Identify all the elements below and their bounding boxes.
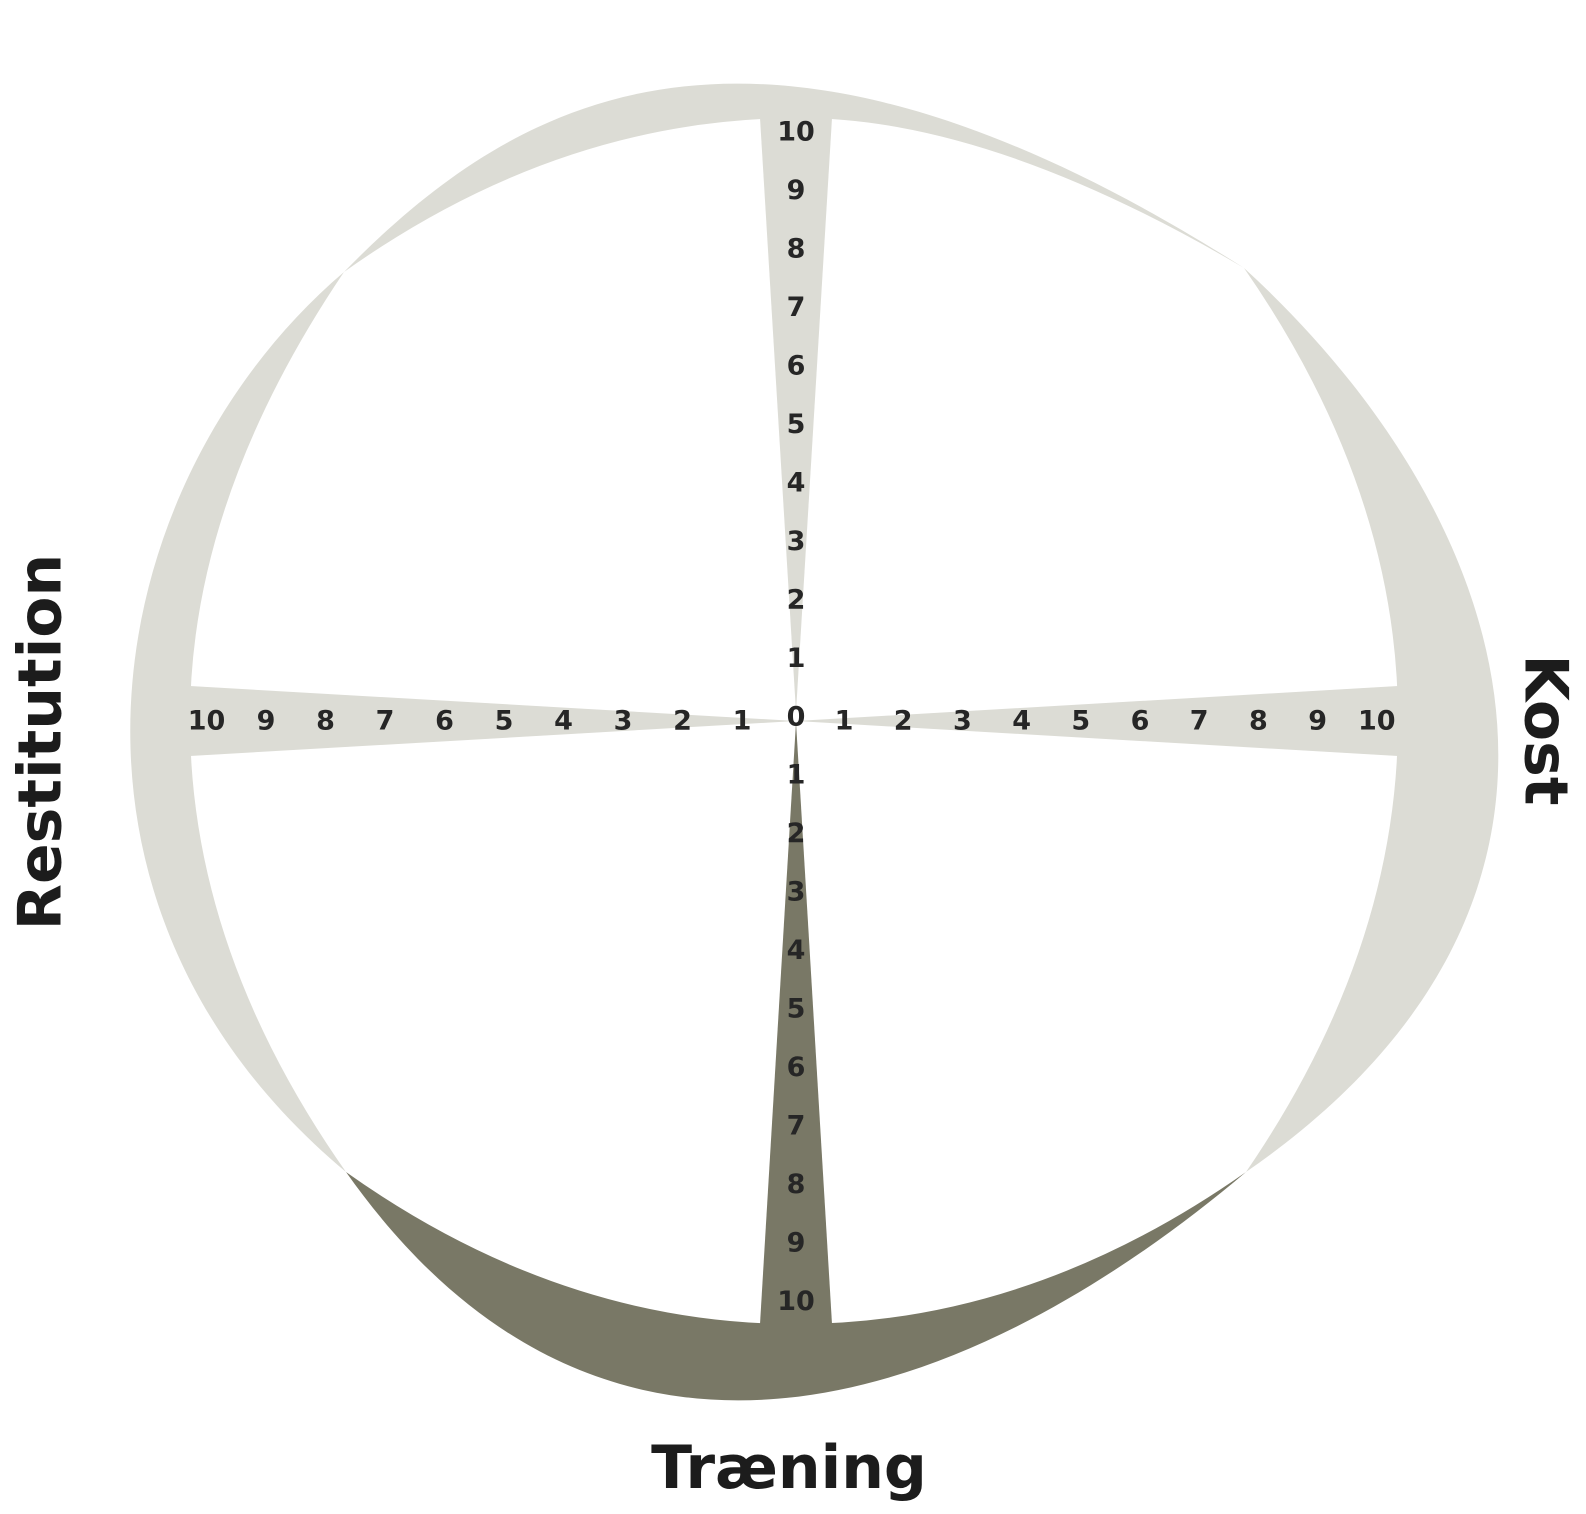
tick-left-7: 7 — [376, 706, 395, 737]
tick-right-7: 7 — [1190, 706, 1209, 737]
left-scale-ticks: 1 2 3 4 5 6 7 8 9 10 — [188, 706, 752, 737]
tick-top-9: 9 — [787, 175, 806, 206]
tick-right-1: 1 — [835, 706, 854, 737]
tick-right-4: 4 — [1012, 706, 1031, 737]
tick-right-5: 5 — [1071, 706, 1090, 737]
tick-top-6: 6 — [787, 351, 806, 382]
tick-bottom-3: 3 — [787, 877, 806, 908]
tick-bottom-4: 4 — [787, 935, 806, 966]
tick-bottom-2: 2 — [787, 818, 806, 849]
tick-top-7: 7 — [787, 292, 806, 323]
tick-right-6: 6 — [1131, 706, 1150, 737]
tick-bottom-7: 7 — [787, 1111, 806, 1142]
tick-left-6: 6 — [435, 706, 454, 737]
tick-top-1: 1 — [787, 643, 806, 674]
right-scale-ticks: 1 2 3 4 5 6 7 8 9 10 — [835, 706, 1396, 737]
top-spoke — [760, 118, 832, 712]
tick-right-3: 3 — [953, 706, 972, 737]
tick-top-3: 3 — [787, 526, 806, 557]
tick-right-8: 8 — [1249, 706, 1268, 737]
tick-top-0: 0 — [787, 702, 806, 733]
tick-bottom-5: 5 — [787, 994, 806, 1025]
tick-left-9: 9 — [257, 706, 276, 737]
axis-label-bottom: Træning — [651, 1433, 927, 1503]
tick-left-4: 4 — [554, 706, 573, 737]
tick-left-10: 10 — [188, 706, 226, 737]
left-spoke — [190, 686, 796, 756]
tick-bottom-6: 6 — [787, 1052, 806, 1083]
top-band — [344, 83, 1244, 272]
tick-top-5: 5 — [787, 409, 806, 440]
tick-top-4: 4 — [787, 468, 806, 499]
axis-label-right: Kost — [1510, 654, 1580, 805]
right-spoke — [796, 686, 1398, 756]
bottom-band — [346, 1172, 1246, 1401]
tick-left-3: 3 — [614, 706, 633, 737]
tick-right-9: 9 — [1308, 706, 1327, 737]
bottom-scale-ticks: 1 2 3 4 5 6 7 8 9 10 — [777, 760, 815, 1318]
left-band — [130, 272, 346, 1172]
tick-bottom-8: 8 — [787, 1169, 806, 1200]
tick-left-5: 5 — [495, 706, 514, 737]
tick-bottom-9: 9 — [787, 1228, 806, 1259]
tick-top-8: 8 — [787, 234, 806, 265]
tick-left-8: 8 — [316, 706, 335, 737]
tick-right-2: 2 — [894, 706, 913, 737]
bottom-spoke — [760, 722, 832, 1324]
tick-left-1: 1 — [733, 706, 752, 737]
tick-bottom-10: 10 — [777, 1286, 815, 1317]
tick-top-2: 2 — [787, 585, 806, 616]
tick-bottom-1: 1 — [787, 760, 806, 791]
tick-right-10: 10 — [1358, 706, 1396, 737]
right-band — [1244, 268, 1499, 1172]
tick-top-10: 10 — [777, 117, 815, 148]
top-scale-ticks: 0 1 2 3 4 5 6 7 8 9 10 — [777, 117, 815, 733]
axis-label-left: Restitution — [6, 554, 76, 930]
tick-left-2: 2 — [673, 706, 692, 737]
